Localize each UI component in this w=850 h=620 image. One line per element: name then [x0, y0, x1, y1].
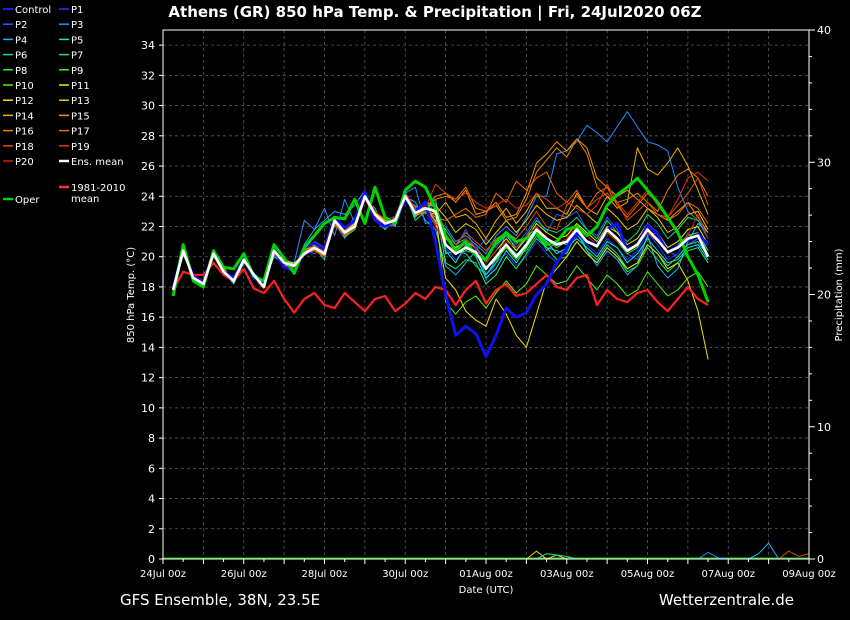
legend-label-p6: P6	[15, 51, 27, 62]
series-line-ens-mean	[171, 195, 710, 291]
y-tick-label: 16	[141, 311, 155, 324]
legend-label-p9: P9	[71, 66, 83, 77]
y-tick-label: 8	[148, 432, 155, 445]
precip-member-line	[748, 542, 780, 560]
legend-label-p5: P5	[71, 35, 83, 46]
y-tick-label: 22	[141, 220, 155, 233]
legend-label-ens_mean: Ens. mean	[71, 157, 124, 168]
x-tick-label: 05Aug 00z	[621, 569, 674, 580]
footer-source: Wetterzentrale.de	[659, 591, 794, 609]
footer-model-info: GFS Ensemble, 38N, 23.5E	[120, 591, 320, 609]
y-tick-label: 6	[148, 462, 155, 475]
precip-member-line	[536, 553, 577, 560]
y-tick-label: 24	[141, 190, 155, 203]
x-tick-label: 24Jul 00z	[140, 569, 186, 580]
y-tick-label: 26	[141, 160, 155, 173]
y2-tick-label: 10	[817, 421, 831, 434]
x-tick-label: 09Aug 00z	[782, 569, 835, 580]
legend-label-p14: P14	[15, 111, 34, 122]
x-tick-label: 26Jul 00z	[221, 569, 267, 580]
y-tick-label: 30	[141, 100, 155, 113]
legend-label-p7: P7	[71, 51, 83, 62]
legend-label-p18: P18	[15, 142, 34, 153]
y-tick-label: 20	[141, 251, 155, 264]
precip-member-line	[697, 551, 729, 560]
y2-axis-label: Precipitation (mm)	[834, 248, 845, 341]
y2-axis-ticks: 0 10 20 30 40	[809, 24, 831, 566]
legend-label-control: Control	[15, 5, 51, 16]
legend-label-p3: P3	[71, 20, 83, 31]
legend-label-p20: P20	[15, 157, 34, 168]
x-tick-label: 28Jul 00z	[302, 569, 348, 580]
legend-label-p15: P15	[71, 111, 90, 122]
legend-label-p16: P16	[15, 127, 34, 138]
legend-label-p19: P19	[71, 142, 90, 153]
legend-label-p2: P2	[15, 20, 27, 31]
legend-label-p12: P12	[15, 96, 34, 107]
y2-tick-label: 40	[817, 24, 831, 37]
y-tick-label: 32	[141, 69, 155, 82]
grid	[163, 30, 809, 559]
x-tick-label: 07Aug 00z	[702, 569, 755, 580]
plot-frame	[162, 29, 810, 560]
y2-tick-label: 0	[817, 553, 824, 566]
x-tick-label: 30Jul 00z	[382, 569, 428, 580]
legend-label-climate: 1981-2010	[71, 183, 126, 194]
y-axis-label: 850 hPa Temp. (°C)	[126, 247, 137, 343]
y-tick-label: 28	[141, 130, 155, 143]
y-tick-label: 4	[148, 493, 155, 506]
y2-tick-label: 20	[817, 289, 831, 302]
y-tick-label: 12	[141, 372, 155, 385]
legend-label-p8: P8	[15, 66, 27, 77]
legend-label-climate: mean	[71, 194, 99, 205]
legend-label-p13: P13	[71, 96, 90, 107]
series-line-climate-mean	[172, 261, 709, 314]
x-axis-ticks: 24Jul 00z 26Jul 00z 28Jul 00z 30Jul 00z 01Au…	[140, 559, 836, 580]
series-line-oper	[171, 176, 710, 303]
y-tick-label: 34	[141, 39, 155, 52]
x-axis-label: Date (UTC)	[459, 585, 514, 596]
legend-label-p10: P10	[15, 81, 34, 92]
series-lines	[171, 111, 710, 360]
x-tick-label: 01Aug 00z	[459, 569, 512, 580]
legend-label-oper: Oper	[15, 195, 40, 206]
legend-label-p1: P1	[71, 5, 83, 16]
x-tick-label: 03Aug 00z	[540, 569, 593, 580]
legend-label-p4: P4	[15, 35, 27, 46]
chart-title: Athens (GR) 850 hPa Temp. & Precipitatio…	[168, 3, 701, 22]
y-tick-label: 14	[141, 341, 155, 354]
legend-label-p11: P11	[71, 81, 90, 92]
y-tick-label: 0	[148, 553, 155, 566]
y2-tick-label: 30	[817, 156, 831, 169]
y-tick-label: 18	[141, 281, 155, 294]
y-tick-label: 2	[148, 523, 155, 536]
legend: Control P2 P4 P6 P8 P10 P12 P14 P16 P18 P20 P1 P3 P5 P…	[3, 5, 126, 206]
legend-label-p17: P17	[71, 127, 90, 138]
precip-member-line	[778, 550, 810, 560]
y-tick-label: 10	[141, 402, 155, 415]
